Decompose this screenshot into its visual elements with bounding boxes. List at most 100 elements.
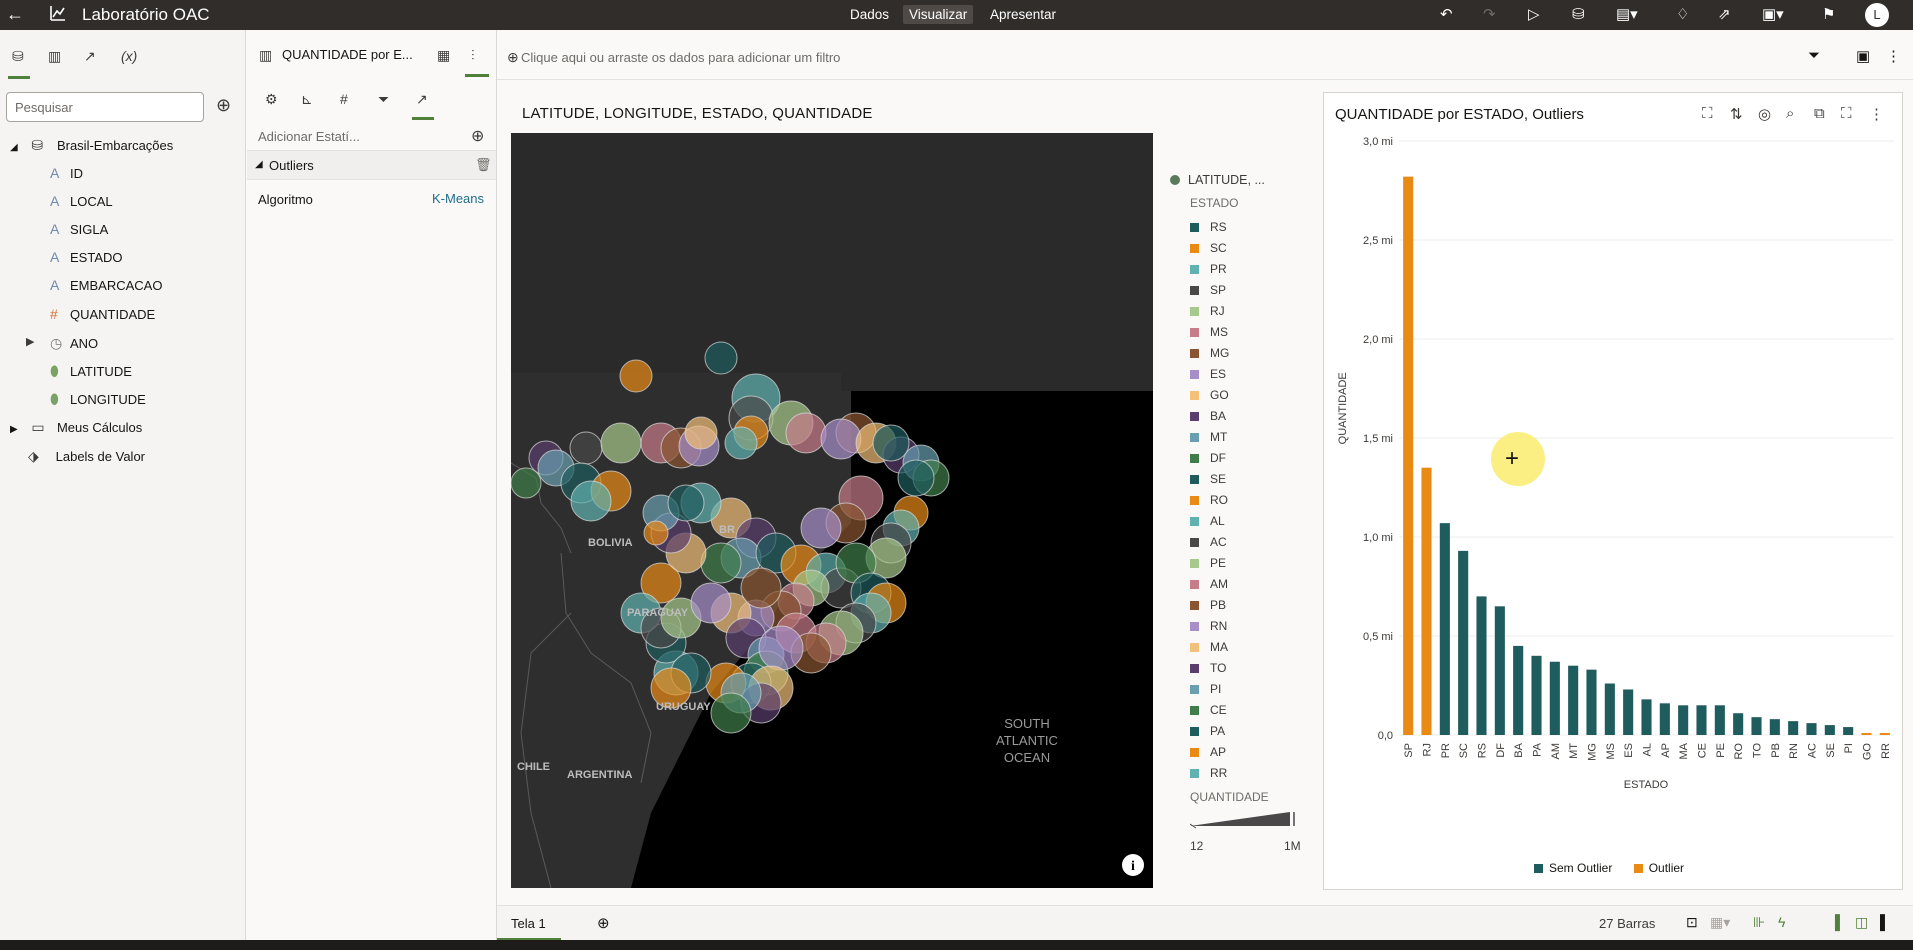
legend-item-rn[interactable]: RN (1190, 619, 1227, 633)
add-statistic-icon[interactable]: ⊕ (471, 128, 485, 145)
field-ano[interactable]: ▶ ◷ ANO (26, 335, 98, 352)
tab-visualizar[interactable]: Visualizar (903, 5, 974, 24)
legend-item-ac[interactable]: AC (1190, 535, 1227, 549)
map-bubble[interactable] (872, 424, 910, 462)
field-local[interactable]: A LOCAL (50, 193, 113, 209)
bar-ma[interactable] (1678, 705, 1689, 735)
trash-icon[interactable]: 🗑 (475, 157, 492, 172)
legend-item-pr[interactable]: PR (1190, 262, 1227, 276)
bar-ms[interactable] (1604, 683, 1615, 735)
legend-item-pe[interactable]: PE (1190, 556, 1226, 570)
outliers-section-header[interactable]: ◢ Outliers 🗑 (247, 150, 496, 180)
bar-ac[interactable] (1806, 723, 1817, 735)
map-bubble[interactable] (570, 480, 612, 522)
legend-item-pb[interactable]: PB (1190, 598, 1226, 612)
auto-apply-icon[interactable]: ϟ (1778, 914, 1786, 930)
map-bubble[interactable] (569, 431, 603, 465)
tab-tela-1[interactable]: Tela 1 (511, 916, 546, 931)
bookmark-icon[interactable]: ⚑ (1822, 6, 1836, 23)
explain-icon[interactable]: ⌕ (1786, 105, 1795, 122)
field-id[interactable]: A ID (50, 165, 83, 181)
back-arrow-icon[interactable]: ← (6, 4, 24, 24)
legend-item-am[interactable]: AM (1190, 577, 1228, 591)
map-svg[interactable]: BOLIVIA BR PARAGUAY URUGUAY CHILE ARGENT… (511, 133, 1153, 888)
bar-sp[interactable] (1403, 176, 1414, 735)
field-longitude[interactable]: ⬮ LONGITUDE (50, 391, 146, 408)
map-bubble[interactable] (740, 567, 782, 609)
map-bubble[interactable] (684, 416, 718, 450)
dataset-node[interactable]: ◢ ⛁ Brasil-Embarcações (10, 137, 173, 154)
data-icon[interactable]: ⛁ (12, 48, 24, 64)
left-panel-toggle-icon[interactable]: ▐ (1830, 914, 1840, 930)
map-bubble[interactable] (758, 625, 804, 671)
info-icon[interactable] (1122, 854, 1144, 876)
grammar-icon[interactable]: ▦ (437, 47, 451, 63)
expand-caret-icon[interactable]: ◢ (10, 142, 18, 153)
legend-item-se[interactable]: SE (1190, 472, 1226, 486)
bar-df[interactable] (1494, 606, 1505, 735)
map-bubble[interactable] (820, 418, 862, 460)
export-icon[interactable]: ⇗ (1718, 6, 1731, 23)
sort-icon[interactable]: ⇅ (1730, 106, 1743, 123)
field-sigla[interactable]: A SIGLA (50, 221, 108, 237)
bar-pr[interactable] (1439, 523, 1450, 735)
map-bubble[interactable] (710, 692, 752, 734)
play-icon[interactable]: ▷ (1528, 6, 1540, 23)
properties-icon[interactable]: ⫶ (471, 47, 475, 63)
map-bubble[interactable] (667, 484, 705, 522)
bar-mt[interactable] (1568, 665, 1579, 735)
add-canvas-icon[interactable]: ⊕ (597, 915, 610, 932)
avatar[interactable]: L (1865, 3, 1889, 27)
map-canvas[interactable]: BOLIVIA BR PARAGUAY URUGUAY CHILE ARGENT… (511, 133, 1153, 888)
bubble-layer[interactable] (511, 341, 950, 734)
legend-item-al[interactable]: AL (1190, 514, 1225, 528)
filter-bar[interactable]: ⊕ Clique aqui ou arraste os dados para a… (497, 30, 1913, 80)
number-format-icon[interactable]: # (340, 91, 348, 107)
legend-item-ro[interactable]: RO (1190, 493, 1228, 507)
brush-icon[interactable]: ⊪ (1753, 914, 1766, 930)
maximize-icon[interactable]: ⛶ (1841, 105, 1852, 122)
bar-ap[interactable] (1659, 703, 1670, 735)
map-bubble[interactable] (785, 412, 827, 454)
save-icon[interactable]: ▣▾ (1762, 6, 1784, 23)
legend-item-ce[interactable]: CE (1190, 703, 1227, 717)
filter-options-icon[interactable]: ⏷ (1808, 47, 1821, 64)
viz-name[interactable]: QUANTIDADE por E... (282, 47, 413, 62)
algorithm-value[interactable]: K-Means (432, 191, 485, 206)
legend-item-ms[interactable]: MS (1190, 325, 1228, 339)
legend-item-go[interactable]: GO (1190, 388, 1229, 402)
map-bubble[interactable] (511, 467, 542, 499)
legend-item-sp[interactable]: SP (1190, 283, 1226, 297)
legend-item-ap[interactable]: AP (1190, 745, 1226, 759)
undo-icon[interactable]: ↶ (1440, 6, 1453, 23)
legend-item-es[interactable]: ES (1190, 367, 1226, 381)
legend-item-ma[interactable]: MA (1190, 640, 1228, 654)
redo-icon[interactable]: ↷ (1483, 6, 1496, 23)
folder-labels-de-valor[interactable]: ⬗ Labels de Valor (28, 448, 145, 465)
comment-icon[interactable]: ▤▾ (1616, 6, 1638, 23)
bar-al[interactable] (1641, 699, 1652, 735)
tab-apresentar[interactable]: Apresentar (990, 7, 1057, 22)
bar-go[interactable] (1861, 733, 1872, 735)
legend-item-df[interactable]: DF (1190, 451, 1226, 465)
bar-es[interactable] (1623, 689, 1634, 735)
bar-am[interactable] (1549, 661, 1560, 735)
axis-icon[interactable]: ⊾ (301, 91, 313, 107)
gear-icon[interactable]: ⚙ (265, 91, 278, 107)
legend-layer[interactable]: LATITUDE, ... (1170, 173, 1265, 187)
search-input[interactable]: Pesquisar (6, 92, 204, 122)
tab-dados[interactable]: Dados (850, 7, 890, 22)
field-latitude[interactable]: ⬮ LATITUDE (50, 363, 132, 380)
bar-pa[interactable] (1531, 655, 1542, 735)
grammar-icon[interactable]: ⛶ (1702, 105, 1713, 122)
middle-panel-toggle-icon[interactable]: ◫ (1855, 914, 1869, 930)
legend-item-pi[interactable]: PI (1190, 682, 1221, 696)
target-icon[interactable]: ◎ (1758, 106, 1772, 123)
bar-se[interactable] (1824, 725, 1835, 735)
map-bubble[interactable] (643, 520, 669, 546)
legend-item-mt[interactable]: MT (1190, 430, 1227, 444)
map-bubble[interactable] (897, 459, 935, 497)
map-bubble[interactable] (690, 582, 732, 624)
bar-rj[interactable] (1421, 467, 1432, 735)
variables-icon[interactable]: (x) (121, 48, 138, 64)
